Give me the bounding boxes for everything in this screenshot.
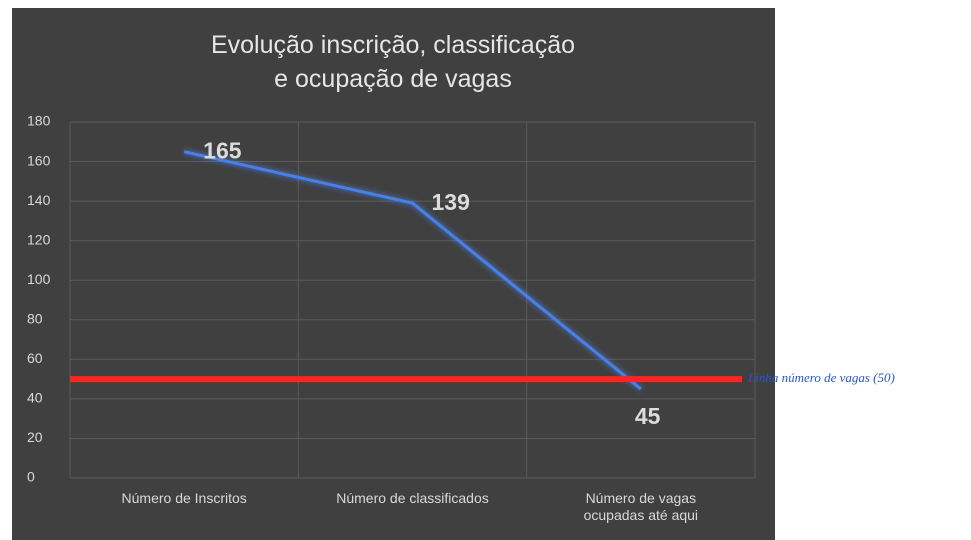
y-tick-label: 100 <box>27 271 51 287</box>
line-series <box>183 150 642 391</box>
data-label: 45 <box>635 403 661 429</box>
y-tick-label: 80 <box>27 310 43 326</box>
y-tick-label: 160 <box>27 152 51 168</box>
data-label: 165 <box>203 138 242 164</box>
chart-title: Evolução inscrição, classificação e ocup… <box>210 31 576 93</box>
chart-background <box>12 8 775 540</box>
y-tick-label: 60 <box>27 350 43 366</box>
data-label: 139 <box>432 189 470 215</box>
x-tick-label: Número de classificados <box>336 490 489 506</box>
plot-area: 0 20 40 60 80 100 120 140 160 180 165 139 45 <box>27 113 756 485</box>
reference-label: Linha número de vagas (50) <box>747 370 895 385</box>
y-tick-label: 20 <box>27 429 43 445</box>
y-tick-label: 120 <box>27 231 51 247</box>
y-tick-label: 180 <box>27 113 51 129</box>
x-tick-label: Número de vagas ocupadas até aqui <box>583 490 699 523</box>
y-tick-label: 0 <box>27 469 35 485</box>
x-tick-label: Número de Inscritos <box>121 490 247 506</box>
y-tick-label: 40 <box>27 390 43 406</box>
y-tick-label: 140 <box>27 192 51 208</box>
